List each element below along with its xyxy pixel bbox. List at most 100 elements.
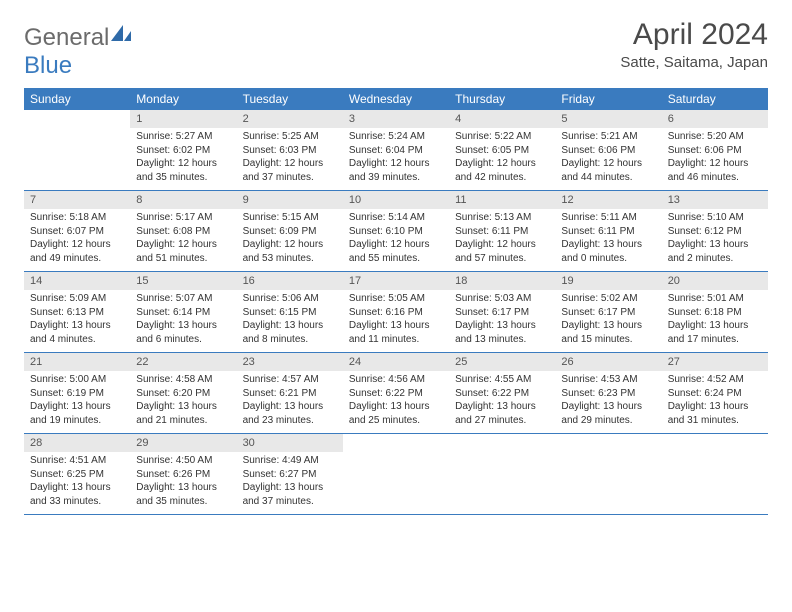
- sunrise-line: Sunrise: 5:24 AM: [349, 130, 443, 144]
- logo-text-part1: General: [24, 24, 109, 51]
- sunset-line: Sunset: 6:20 PM: [136, 387, 230, 401]
- sunrise-line: Sunrise: 4:53 AM: [561, 373, 655, 387]
- day-cell: Sunrise: 5:09 AMSunset: 6:13 PMDaylight:…: [24, 290, 130, 353]
- day-cell: Sunrise: 5:10 AMSunset: 6:12 PMDaylight:…: [662, 209, 768, 272]
- day-number: [24, 110, 130, 128]
- header: GeneralBlue April 2024 Satte, Saitama, J…: [24, 18, 768, 80]
- daylight-line: Daylight: 13 hours and 17 minutes.: [668, 319, 762, 346]
- week-row: Sunrise: 5:18 AMSunset: 6:07 PMDaylight:…: [24, 209, 768, 272]
- sunrise-line: Sunrise: 5:05 AM: [349, 292, 443, 306]
- sunset-line: Sunset: 6:05 PM: [455, 144, 549, 158]
- sunrise-line: Sunrise: 5:02 AM: [561, 292, 655, 306]
- day-cell: Sunrise: 4:58 AMSunset: 6:20 PMDaylight:…: [130, 371, 236, 434]
- daylight-line: Daylight: 13 hours and 0 minutes.: [561, 238, 655, 265]
- logo-text-part2: Blue: [24, 52, 72, 79]
- day-number: [555, 434, 661, 453]
- day-number: 8: [130, 191, 236, 210]
- day-number: 5: [555, 110, 661, 128]
- sunset-line: Sunset: 6:08 PM: [136, 225, 230, 239]
- day-number: 24: [343, 353, 449, 372]
- week-row: Sunrise: 5:00 AMSunset: 6:19 PMDaylight:…: [24, 371, 768, 434]
- day-number: 14: [24, 272, 130, 291]
- day-number: [449, 434, 555, 453]
- day-cell: Sunrise: 5:17 AMSunset: 6:08 PMDaylight:…: [130, 209, 236, 272]
- sunset-line: Sunset: 6:23 PM: [561, 387, 655, 401]
- sunset-line: Sunset: 6:11 PM: [455, 225, 549, 239]
- sunrise-line: Sunrise: 5:01 AM: [668, 292, 762, 306]
- daylight-line: Daylight: 13 hours and 15 minutes.: [561, 319, 655, 346]
- day-cell: Sunrise: 5:01 AMSunset: 6:18 PMDaylight:…: [662, 290, 768, 353]
- daynum-row: 21222324252627: [24, 353, 768, 372]
- sunrise-line: Sunrise: 5:09 AM: [30, 292, 124, 306]
- daylight-line: Daylight: 13 hours and 4 minutes.: [30, 319, 124, 346]
- sunrise-line: Sunrise: 4:55 AM: [455, 373, 549, 387]
- sunrise-line: Sunrise: 4:58 AM: [136, 373, 230, 387]
- day-cell: Sunrise: 5:15 AMSunset: 6:09 PMDaylight:…: [237, 209, 343, 272]
- day-cell: Sunrise: 5:11 AMSunset: 6:11 PMDaylight:…: [555, 209, 661, 272]
- logo-sail-icon: [111, 20, 131, 36]
- day-cell: Sunrise: 5:07 AMSunset: 6:14 PMDaylight:…: [130, 290, 236, 353]
- title-block: April 2024 Satte, Saitama, Japan: [620, 18, 768, 71]
- day-number: 22: [130, 353, 236, 372]
- daylight-line: Daylight: 12 hours and 57 minutes.: [455, 238, 549, 265]
- sunrise-line: Sunrise: 5:15 AM: [243, 211, 337, 225]
- sunset-line: Sunset: 6:06 PM: [668, 144, 762, 158]
- daylight-line: Daylight: 12 hours and 44 minutes.: [561, 157, 655, 184]
- sunrise-line: Sunrise: 5:11 AM: [561, 211, 655, 225]
- dayname: Monday: [130, 88, 236, 110]
- day-number: 19: [555, 272, 661, 291]
- day-cell: Sunrise: 5:13 AMSunset: 6:11 PMDaylight:…: [449, 209, 555, 272]
- daynum-row: 282930: [24, 434, 768, 453]
- day-number: 21: [24, 353, 130, 372]
- logo: GeneralBlue: [24, 18, 131, 80]
- day-cell: Sunrise: 4:55 AMSunset: 6:22 PMDaylight:…: [449, 371, 555, 434]
- dayname: Sunday: [24, 88, 130, 110]
- dayname: Wednesday: [343, 88, 449, 110]
- sunrise-line: Sunrise: 5:18 AM: [30, 211, 124, 225]
- sunset-line: Sunset: 6:15 PM: [243, 306, 337, 320]
- dayname: Thursday: [449, 88, 555, 110]
- daylight-line: Daylight: 13 hours and 21 minutes.: [136, 400, 230, 427]
- daylight-line: Daylight: 13 hours and 25 minutes.: [349, 400, 443, 427]
- daylight-line: Daylight: 13 hours and 19 minutes.: [30, 400, 124, 427]
- day-cell: Sunrise: 4:53 AMSunset: 6:23 PMDaylight:…: [555, 371, 661, 434]
- daylight-line: Daylight: 13 hours and 6 minutes.: [136, 319, 230, 346]
- sunset-line: Sunset: 6:24 PM: [668, 387, 762, 401]
- sunset-line: Sunset: 6:12 PM: [668, 225, 762, 239]
- day-number: 9: [237, 191, 343, 210]
- day-number: 4: [449, 110, 555, 128]
- daylight-line: Daylight: 13 hours and 11 minutes.: [349, 319, 443, 346]
- sunset-line: Sunset: 6:17 PM: [455, 306, 549, 320]
- daylight-line: Daylight: 12 hours and 35 minutes.: [136, 157, 230, 184]
- daynum-row: 78910111213: [24, 191, 768, 210]
- logo-text: GeneralBlue: [24, 24, 131, 80]
- sunrise-line: Sunrise: 5:25 AM: [243, 130, 337, 144]
- calendar-body: 123456Sunrise: 5:27 AMSunset: 6:02 PMDay…: [24, 110, 768, 515]
- day-cell: Sunrise: 4:57 AMSunset: 6:21 PMDaylight:…: [237, 371, 343, 434]
- day-cell: Sunrise: 5:02 AMSunset: 6:17 PMDaylight:…: [555, 290, 661, 353]
- sunrise-line: Sunrise: 5:10 AM: [668, 211, 762, 225]
- day-number: 17: [343, 272, 449, 291]
- daylight-line: Daylight: 13 hours and 8 minutes.: [243, 319, 337, 346]
- daylight-line: Daylight: 12 hours and 55 minutes.: [349, 238, 443, 265]
- sunset-line: Sunset: 6:02 PM: [136, 144, 230, 158]
- sunset-line: Sunset: 6:25 PM: [30, 468, 124, 482]
- day-number: 15: [130, 272, 236, 291]
- sunrise-line: Sunrise: 5:17 AM: [136, 211, 230, 225]
- day-number: [662, 434, 768, 453]
- day-number: 11: [449, 191, 555, 210]
- daylight-line: Daylight: 13 hours and 35 minutes.: [136, 481, 230, 508]
- day-number: 3: [343, 110, 449, 128]
- day-cell: Sunrise: 5:22 AMSunset: 6:05 PMDaylight:…: [449, 128, 555, 191]
- calendar-page: GeneralBlue April 2024 Satte, Saitama, J…: [0, 0, 792, 533]
- daylight-line: Daylight: 12 hours and 42 minutes.: [455, 157, 549, 184]
- daylight-line: Daylight: 13 hours and 29 minutes.: [561, 400, 655, 427]
- sunrise-line: Sunrise: 5:00 AM: [30, 373, 124, 387]
- sunset-line: Sunset: 6:22 PM: [455, 387, 549, 401]
- day-number: 30: [237, 434, 343, 453]
- sunset-line: Sunset: 6:14 PM: [136, 306, 230, 320]
- daylight-line: Daylight: 13 hours and 23 minutes.: [243, 400, 337, 427]
- day-number: 25: [449, 353, 555, 372]
- sunrise-line: Sunrise: 5:06 AM: [243, 292, 337, 306]
- day-cell: Sunrise: 4:51 AMSunset: 6:25 PMDaylight:…: [24, 452, 130, 515]
